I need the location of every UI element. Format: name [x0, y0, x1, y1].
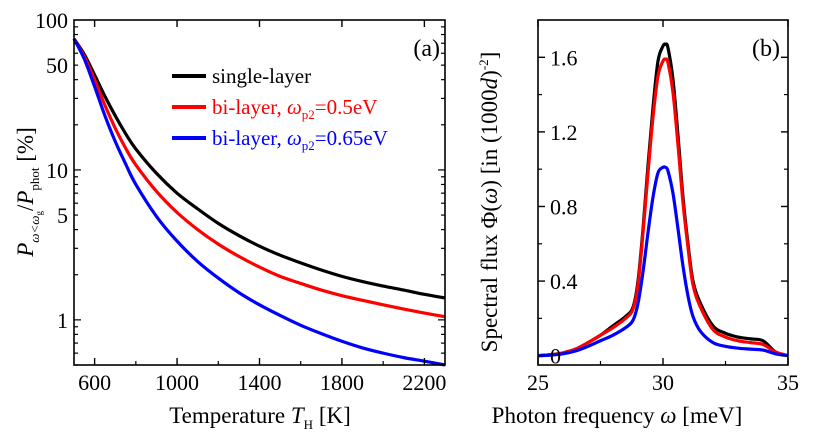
panel-b: 25 30 35 0 0.4 0.8 1.2 1.6 (b) Photon frequency… — [476, 19, 799, 428]
panel-b-x-tick-label: 25 — [527, 370, 549, 395]
panel-a-series-line-0 — [72, 37, 446, 300]
panel-a-x-tick-label: 1800 — [320, 370, 364, 395]
panel-b-y-tick-label: 0.8 — [550, 194, 578, 219]
panel-b-y-axis-label: Spectral flux Φ(ω) [in (1000d)-2] — [476, 52, 502, 353]
panel-a-x-tick-label: 1000 — [155, 370, 199, 395]
panel-b-plot-area — [537, 42, 789, 358]
panel-b-ticks: 25 30 35 0 0.4 0.8 1.2 1.6 — [527, 20, 799, 395]
legend-label-single-layer: single-layer — [212, 64, 311, 88]
panel-a-ticks: 600 1000 1400 1800 2200 1 5 10 50 100 — [35, 8, 446, 395]
panel-a-y-axis-label: Pω<ωg/Pphot [%] — [13, 127, 44, 258]
panel-a-series-line-2 — [72, 37, 446, 367]
panel-a-x-axis-label: Temperature TH [K] — [169, 403, 351, 432]
panel-b-series-line-2 — [537, 165, 789, 358]
panel-b-y-tick-label: 0.4 — [550, 269, 578, 294]
panel-a-y-tick-label: 50 — [46, 53, 68, 78]
legend-label-bilayer-05: bi-layer, ωp2=0.5eV — [212, 95, 377, 122]
panel-a-label: (a) — [413, 36, 440, 62]
panel-b-y-tick-label: 0 — [550, 344, 561, 369]
panel-b-x-tick-label: 30 — [652, 370, 674, 395]
panel-a-legend: single-layer bi-layer, ωp2=0.5eV bi-laye… — [172, 64, 388, 153]
panel-b-x-axis-label: Photon frequency ω [meV] — [492, 403, 743, 428]
panel-a-series-line-1 — [72, 37, 446, 319]
panel-a-y-tick-label: 100 — [35, 8, 68, 33]
panel-b-frame — [537, 19, 789, 366]
panel-b-y-tick-label: 1.6 — [550, 45, 578, 70]
panel-a-y-tick-label: 10 — [46, 158, 68, 183]
panel-b-series-line-1 — [537, 57, 789, 358]
panel-a: 600 1000 1400 1800 2200 1 5 10 50 100 (a) single-… — [13, 8, 446, 432]
panel-a-plot-area — [72, 37, 446, 367]
panel-a-y-tick-label: 5 — [57, 203, 68, 228]
panel-a-y-tick-label: 1 — [57, 308, 68, 333]
panel-a-x-tick-label: 1400 — [238, 370, 282, 395]
panel-b-x-tick-label: 35 — [777, 370, 799, 395]
panel-a-x-tick-label: 600 — [78, 370, 111, 395]
panel-b-label: (b) — [752, 36, 780, 62]
legend-label-bilayer-065: bi-layer, ωp2=0.65eV — [212, 126, 388, 153]
panel-a-x-tick-label: 2200 — [402, 370, 446, 395]
panel-b-y-tick-label: 1.2 — [550, 120, 578, 145]
